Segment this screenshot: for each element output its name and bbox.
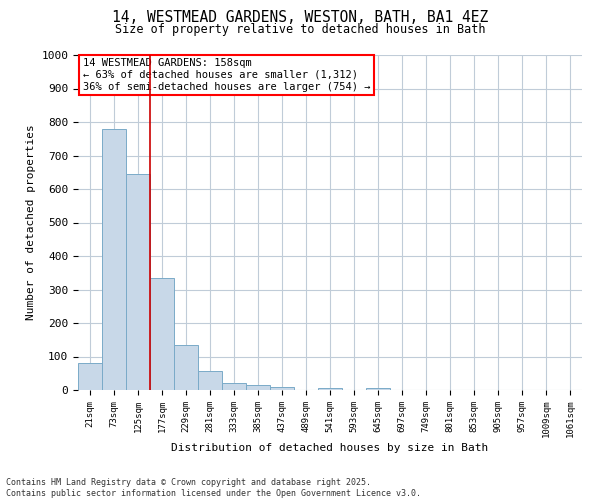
Y-axis label: Number of detached properties: Number of detached properties: [26, 124, 36, 320]
Bar: [198, 371, 222, 390]
Bar: [318, 388, 342, 390]
Bar: [246, 384, 270, 390]
Text: Contains HM Land Registry data © Crown copyright and database right 2025.
Contai: Contains HM Land Registry data © Crown c…: [6, 478, 421, 498]
Bar: [102, 128, 126, 390]
Bar: [270, 386, 294, 390]
Bar: [222, 382, 246, 390]
Bar: [150, 278, 174, 390]
Text: Size of property relative to detached houses in Bath: Size of property relative to detached ho…: [115, 22, 485, 36]
X-axis label: Distribution of detached houses by size in Bath: Distribution of detached houses by size …: [172, 443, 488, 453]
Bar: [366, 388, 390, 390]
Bar: [174, 346, 198, 390]
Bar: [78, 363, 102, 390]
Text: 14, WESTMEAD GARDENS, WESTON, BATH, BA1 4EZ: 14, WESTMEAD GARDENS, WESTON, BATH, BA1 …: [112, 10, 488, 25]
Bar: [126, 174, 150, 390]
Text: 14 WESTMEAD GARDENS: 158sqm
← 63% of detached houses are smaller (1,312)
36% of : 14 WESTMEAD GARDENS: 158sqm ← 63% of det…: [83, 58, 371, 92]
